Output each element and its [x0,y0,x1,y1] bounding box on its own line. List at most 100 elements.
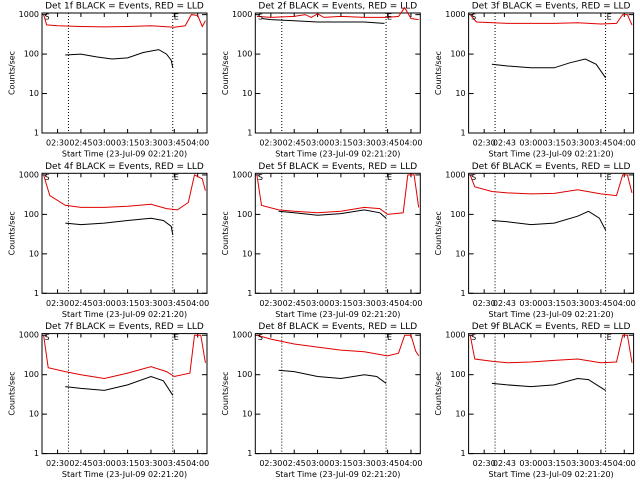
x-tick-label: 04:00 [613,299,636,308]
series-line [469,334,633,364]
x-tick-label: 03:15 [543,459,566,468]
y-tick-label: 10 [29,89,39,98]
series-line [43,334,206,380]
annotation: S [45,13,50,22]
series-line [491,210,607,231]
x-tick-label: 02:30 [259,299,282,308]
chart-panel: Det 6f BLACK = Events, RED = LLD 1 10 100 10… [434,162,636,319]
x-tick-label: 02:45 [69,459,92,468]
chart-title: Det 2f BLACK = Events, RED = LLD [258,2,417,12]
chart-panel: Det 5f BLACK = Events, RED = LLD 1 10 100 10… [221,162,423,319]
chart-panel: Det 3f BLACK = Events, RED = LLD 1 10 100 10… [434,2,636,159]
x-tick-label: 02:30 [46,459,69,468]
plot-frame [41,333,208,455]
annotation: E [607,13,612,22]
y-axis-label: Counts/sec [8,372,17,416]
y-tick-label: 1000 [232,170,252,179]
y-tick-label: 100 [450,370,465,379]
y-tick-label: 100 [24,370,39,379]
y-tick-label: 10 [242,410,252,419]
y-axis-label: Counts/sec [8,211,17,255]
y-tick-label: 100 [237,50,252,59]
series-line [261,18,385,24]
x-tick-label: 03:00 [306,139,329,148]
x-tick-label: 02:30 [259,139,282,148]
y-axis-label: Counts/sec [221,211,230,255]
y-tick-label: 100 [24,50,39,59]
chart-title: Det 3f BLACK = Events, RED = LLD [472,2,631,12]
y-axis-label: Counts/sec [434,211,443,255]
x-tick-label: 03:15 [329,459,352,468]
x-tick-label: 02:43 [493,459,516,468]
y-tick-label: 10 [29,410,39,419]
chart-panel: Det 2f BLACK = Events, RED = LLD 1 10 100 10… [221,2,423,159]
x-axis-label: Start Time (23-Jul-09 02:21:20) [489,310,614,319]
x-tick-label: 04:00 [399,139,422,148]
series-line [469,174,633,197]
series-line [256,174,420,215]
annotation: E [607,333,612,342]
annotation: S [258,13,263,22]
x-axis-label: Start Time (23-Jul-09 02:21:20) [489,150,614,159]
x-tick-label: 04:00 [186,139,209,148]
x-tick-label: 02:30 [473,299,496,308]
x-tick-label: 04:00 [186,459,209,468]
x-tick-label: 03:15 [116,139,139,148]
annotation: S [258,173,263,182]
x-tick-label: 03:00 [93,139,116,148]
x-tick-label: 04:00 [399,459,422,468]
annotation: S [471,13,476,22]
x-axis-label: Start Time (23-Jul-09 02:21:20) [62,470,187,479]
y-axis-label: Counts/sec [221,51,230,95]
series-line [278,369,387,384]
chart-title: Det 1f BLACK = Events, RED = LLD [45,2,204,12]
x-axis-label: Start Time (23-Jul-09 02:21:20) [489,470,614,479]
x-tick-label: 03:15 [543,139,566,148]
chart-panel: Det 7f BLACK = Events, RED = LLD 1 10 100 10… [8,322,210,479]
x-tick-label: 02:43 [493,139,516,148]
annotation: S [471,173,476,182]
x-tick-label: 02:43 [493,299,516,308]
annotation: E [387,333,392,342]
y-tick-label: 10 [455,249,465,258]
chart-title: Det 9f BLACK = Events, RED = LLD [472,322,631,332]
y-tick-label: 10 [242,89,252,98]
plot-frame [254,12,421,134]
x-tick-label: 03:45 [589,139,612,148]
y-tick-label: 1000 [445,10,465,19]
x-tick-label: 02:45 [283,459,306,468]
x-tick-label: 03:00 [519,139,542,148]
plot-frame [468,172,635,294]
y-tick-label: 1 [247,129,252,138]
series-line [256,334,420,357]
x-tick-label: 03:15 [116,299,139,308]
chart-panel: Det 9f BLACK = Events, RED = LLD 1 10 100 10… [434,322,636,479]
x-tick-label: 02:30 [473,139,496,148]
annotation: S [45,173,50,182]
y-tick-label: 1 [247,289,252,298]
y-tick-label: 100 [24,210,39,219]
plot-frame [254,172,421,294]
x-tick-label: 03:45 [163,139,186,148]
series-line [491,377,606,391]
plot-frame [41,12,208,134]
x-tick-label: 03:45 [376,139,399,148]
x-tick-label: 03:30 [566,139,589,148]
x-tick-label: 03:30 [139,139,162,148]
annotation: E [387,13,392,22]
x-tick-label: 03:45 [163,299,186,308]
x-tick-label: 03:45 [163,459,186,468]
annotation: E [387,173,392,182]
x-tick-label: 03:45 [589,459,612,468]
series-line [491,58,607,79]
y-tick-label: 1000 [19,10,39,19]
series-line [65,375,174,396]
y-tick-label: 1 [461,289,466,298]
y-tick-label: 100 [237,210,252,219]
y-axis-label: Counts/sec [221,372,230,416]
x-tick-label: 03:30 [353,459,376,468]
series-line [43,14,206,28]
chart-title: Det 7f BLACK = Events, RED = LLD [45,322,204,332]
x-tick-label: 02:45 [69,299,92,308]
